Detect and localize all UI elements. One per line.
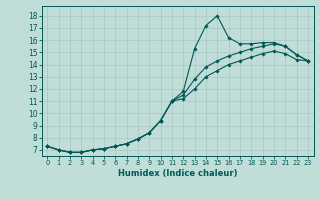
- X-axis label: Humidex (Indice chaleur): Humidex (Indice chaleur): [118, 169, 237, 178]
